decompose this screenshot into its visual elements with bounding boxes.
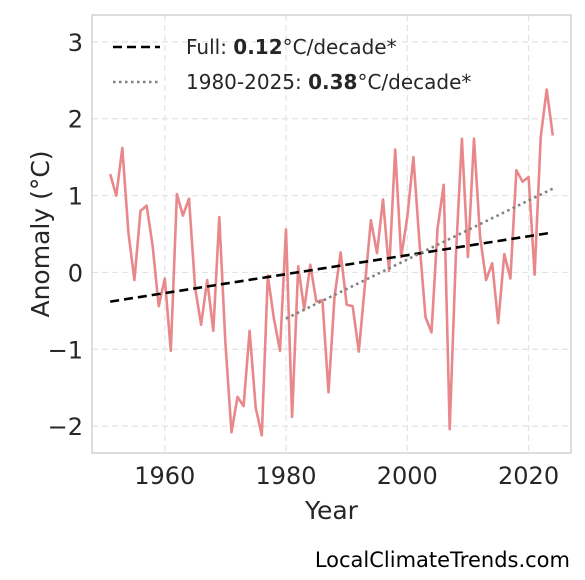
trendline-full: [109, 231, 554, 303]
y-tick-label: −2: [48, 413, 83, 441]
x-tick-label: 1980: [255, 462, 316, 490]
legend-full-value: 0.12: [233, 35, 282, 59]
legend-1980-prefix: 1980-2025:: [186, 70, 308, 94]
site-credit: LocalClimateTrends.com: [314, 548, 570, 572]
trendline-1980-2025: [285, 187, 554, 320]
legend-label-full: Full: 0.12°C/decade*: [186, 35, 397, 59]
legend-1980-suffix: °C/decade*: [357, 70, 471, 94]
legend-1980-value: 0.38: [308, 70, 357, 94]
y-tick-label: 1: [68, 183, 83, 211]
legend-full-prefix: Full:: [186, 35, 233, 59]
anomaly-series-line: [108, 88, 555, 437]
legend-full-suffix: °C/decade*: [283, 35, 397, 59]
x-tick-label: 2020: [498, 462, 559, 490]
x-tick-labels: 1960 1980 2000 2020: [134, 462, 559, 490]
x-tick-label: 2000: [377, 462, 438, 490]
legend-label-1980-2025: 1980-2025: 0.38°C/decade*: [186, 70, 471, 94]
y-tick-label: 0: [68, 259, 83, 287]
chart: 1960 1980 2000 2020 −2 −1 0 1 2 3 Year Anomaly (…: [26, 14, 572, 525]
y-axis-label: Anomaly (°C): [26, 150, 55, 317]
trendline-layer: [109, 187, 554, 320]
y-tick-label: −1: [48, 336, 83, 364]
legend: Full: 0.12°C/decade* 1980-2025: 0.38°C/d…: [113, 35, 471, 94]
x-tick-label: 1960: [134, 462, 195, 490]
y-tick-label: 3: [68, 29, 83, 57]
plot-frame: [91, 14, 572, 454]
grid: [92, 15, 571, 453]
x-axis-label: Year: [304, 496, 359, 525]
y-tick-label: 2: [68, 106, 83, 134]
series-layer: [108, 88, 555, 437]
y-tick-labels: −2 −1 0 1 2 3: [48, 29, 83, 441]
